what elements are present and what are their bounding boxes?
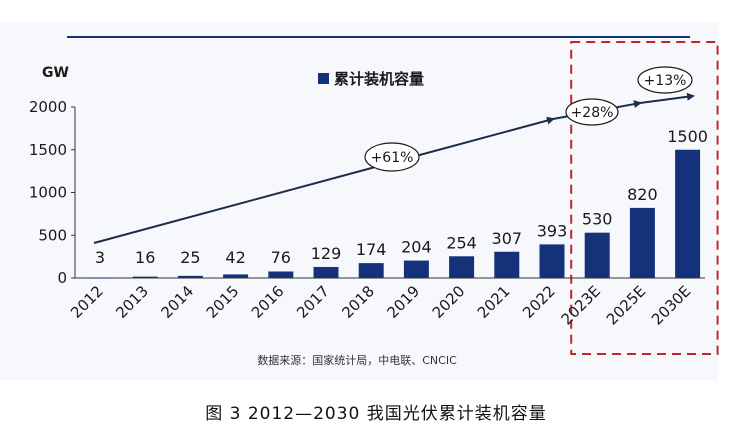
data-label-2013: 16: [135, 248, 155, 267]
data-label-2019: 204: [401, 238, 432, 257]
forecast-highlight-box: [570, 41, 719, 355]
data-label-2021: 307: [492, 229, 523, 248]
legend-swatch: [318, 73, 329, 84]
y-tick-label: 0: [57, 269, 67, 287]
bar-2012: [87, 277, 113, 279]
data-label-2022: 393: [537, 221, 568, 240]
bar-2023E: [584, 232, 610, 278]
data-label-2018: 174: [356, 240, 387, 259]
data-label-2014: 25: [180, 248, 200, 267]
source-note: 数据来源：国家统计局，中电联、CNCIC: [257, 353, 457, 367]
bar-2025E: [629, 207, 655, 278]
data-label-2030E: 1500: [667, 127, 708, 146]
y-tick-label: 500: [38, 226, 67, 244]
plot-panel: [0, 22, 718, 380]
y-tick-label: 1000: [29, 184, 67, 202]
data-label-2015: 42: [225, 248, 245, 267]
data-label-2025E: 820: [627, 185, 658, 204]
bar-2016: [268, 271, 294, 278]
data-label-2023E: 530: [582, 210, 613, 229]
y-axis-unit-label: GW: [42, 65, 69, 81]
data-label-2012: 3: [95, 248, 105, 267]
data-label-2017: 129: [311, 244, 342, 263]
data-label-2016: 76: [271, 248, 291, 267]
growth-badge-3: [637, 66, 693, 94]
data-label-2020: 254: [446, 233, 477, 252]
bar-2015: [223, 274, 249, 278]
legend-entry: 累计装机容量: [334, 70, 424, 88]
growth-label-3: +13%: [644, 73, 687, 89]
growth-arrow-1: [93, 116, 555, 244]
bar-2014: [177, 275, 203, 278]
bar-2019: [403, 260, 429, 278]
bar-2021: [494, 251, 520, 278]
bar-2020: [449, 256, 475, 278]
figure-caption: 图 3 2012—2030 我国光伏累计装机容量: [205, 404, 547, 424]
bar-2013: [132, 276, 158, 278]
bar-2030E: [675, 149, 701, 278]
growth-badge-2: [565, 98, 619, 126]
y-tick-label: 1500: [29, 141, 67, 159]
growth-badge-1: [364, 142, 420, 172]
growth-label-2: +28%: [571, 105, 614, 121]
bar-2017: [313, 266, 339, 278]
growth-arrow-3: [639, 92, 695, 104]
growth-label-1: +61%: [371, 150, 414, 166]
y-tick-label: 2000: [29, 98, 67, 116]
bar-2018: [358, 263, 384, 278]
bar-2022: [539, 244, 565, 278]
